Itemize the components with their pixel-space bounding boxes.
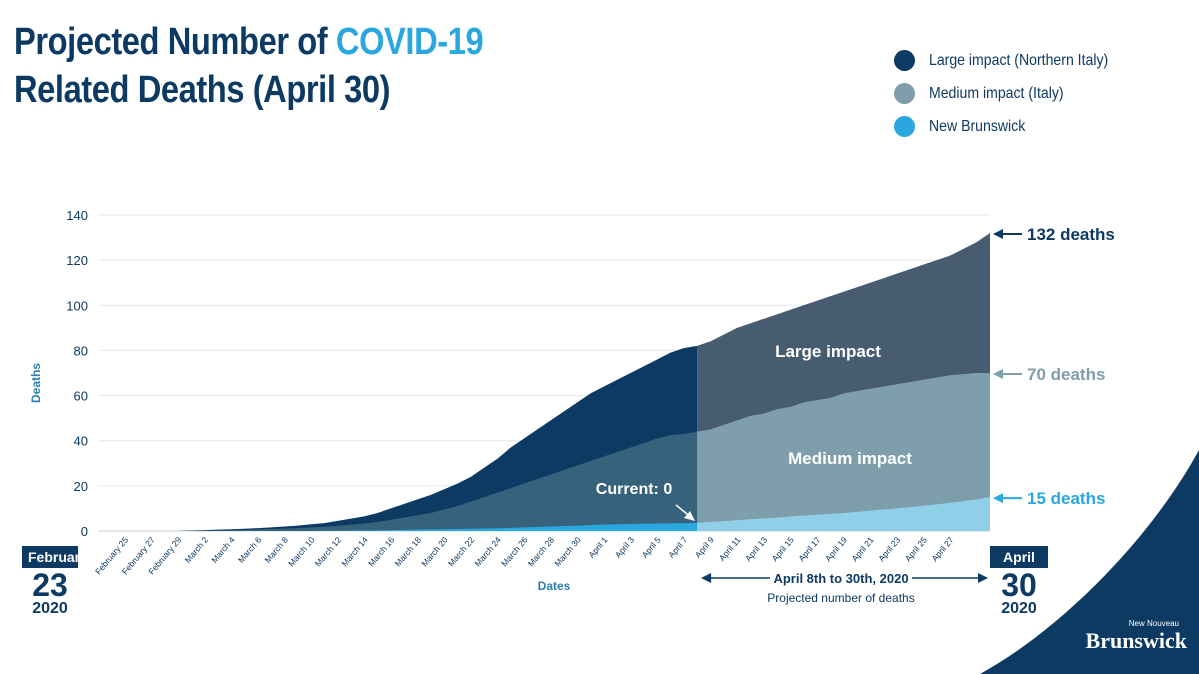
- page-title: Projected Number of COVID-19 Related Dea…: [14, 18, 484, 114]
- end-value-label-1: 70 deaths: [1027, 365, 1105, 384]
- x-tick-label: March 30: [552, 535, 583, 569]
- end-date-badge: April 30 2020: [990, 546, 1048, 618]
- projection-arrowhead-right: [978, 573, 988, 583]
- projection-caption: Projected number of deaths: [767, 591, 914, 605]
- projection-range-label: April 8th to 30th, 2020: [773, 571, 908, 586]
- legend-item-medium: Medium impact (Italy): [894, 77, 1133, 110]
- x-tick-label: March 14: [339, 535, 370, 569]
- x-tick-label: April 23: [876, 535, 902, 564]
- end-year: 2020: [1001, 600, 1037, 617]
- logo-small-text: New Nouveau: [1128, 619, 1179, 628]
- projection-arrowhead-left: [701, 573, 712, 583]
- legend-label-large: Large impact (Northern Italy): [929, 51, 1109, 69]
- x-tick-label: April 5: [640, 535, 663, 560]
- x-tick-label: April 13: [743, 535, 769, 564]
- current-label: Current: 0: [596, 481, 673, 498]
- x-tick-label: April 9: [693, 535, 716, 560]
- area-historical-1: [98, 431, 698, 531]
- y-tick-label: 100: [66, 298, 88, 313]
- medium-impact-region-label: Medium impact: [788, 449, 912, 468]
- legend-label-nb: New Brunswick: [929, 117, 1026, 135]
- x-tick-label: April 15: [770, 535, 796, 564]
- x-tick-label: March 22: [446, 535, 477, 569]
- area-projected-1: [697, 373, 990, 531]
- area-projected-2: [697, 497, 990, 531]
- x-tick-label: March 18: [393, 535, 424, 569]
- y-tick-label: 20: [74, 479, 88, 494]
- x-tick-label: April 25: [903, 535, 929, 564]
- legend: Large impact (Northern Italy) Medium imp…: [894, 44, 1133, 143]
- end-value-label-2: 15 deaths: [1027, 489, 1105, 508]
- x-tick-label: March 2: [183, 535, 211, 565]
- x-tick-label: March 4: [209, 535, 237, 565]
- x-tick-label: March 6: [236, 535, 264, 565]
- legend-dot-medium: [894, 83, 915, 104]
- start-month: February: [22, 546, 88, 568]
- end-value-arrowhead-2: [993, 493, 1003, 504]
- end-day: 30: [1001, 567, 1037, 603]
- end-value-arrowhead-0: [993, 229, 1003, 240]
- legend-dot-large: [894, 50, 915, 71]
- y-tick-label: 40: [74, 434, 88, 449]
- large-impact-region-label: Large impact: [775, 342, 881, 361]
- start-date-badge: February 23 2020: [22, 546, 88, 618]
- title-line-2: Related Deaths (April 30): [14, 69, 391, 111]
- end-value-label-0: 132 deaths: [1027, 225, 1115, 244]
- x-tick-label: March 28: [526, 535, 557, 569]
- title-highlight: COVID-19: [335, 21, 484, 63]
- legend-item-nb: New Brunswick: [894, 110, 1133, 143]
- start-day: 23: [32, 567, 68, 603]
- x-tick-label: April 21: [850, 535, 876, 564]
- x-tick-label: March 26: [499, 535, 530, 569]
- legend-dot-nb: [894, 116, 915, 137]
- x-tick-label: April 17: [796, 535, 822, 564]
- end-value-arrowhead-1: [993, 369, 1003, 379]
- x-tick-label: April 1: [586, 535, 609, 560]
- x-tick-label: March 8: [263, 535, 291, 565]
- x-axis-title: Dates: [538, 579, 571, 593]
- x-tick-label: March 16: [366, 535, 397, 569]
- y-tick-label: 140: [66, 208, 88, 223]
- x-tick-label: April 27: [929, 535, 955, 564]
- legend-item-large: Large impact (Northern Italy): [894, 44, 1133, 77]
- new-brunswick-logo: New Nouveau Brunswick: [1086, 619, 1187, 654]
- start-year: 2020: [32, 600, 68, 617]
- x-tick-label: March 20: [419, 535, 450, 569]
- x-tick-label: April 3: [613, 535, 636, 560]
- x-tick-label: March 10: [286, 535, 317, 569]
- end-month: April: [990, 546, 1048, 568]
- x-tick-label: April 11: [717, 535, 743, 563]
- y-tick-label: 60: [74, 389, 88, 404]
- current-pointer-head: [684, 511, 695, 521]
- y-tick-label: 0: [81, 524, 88, 539]
- legend-label-medium: Medium impact (Italy): [929, 84, 1064, 102]
- x-tick-label: March 24: [472, 535, 503, 569]
- corner-swoosh: [980, 450, 1199, 674]
- y-axis-title: Deaths: [29, 363, 43, 403]
- x-tick-label: March 12: [313, 535, 344, 569]
- y-tick-label: 120: [66, 253, 88, 268]
- title-prefix: Projected Number of: [14, 21, 336, 63]
- y-tick-label: 80: [74, 343, 88, 358]
- area-historical-2: [98, 522, 698, 531]
- logo-wordmark: Brunswick: [1085, 628, 1187, 653]
- x-tick-label: April 7: [666, 535, 689, 560]
- x-tick-label: April 19: [823, 535, 849, 564]
